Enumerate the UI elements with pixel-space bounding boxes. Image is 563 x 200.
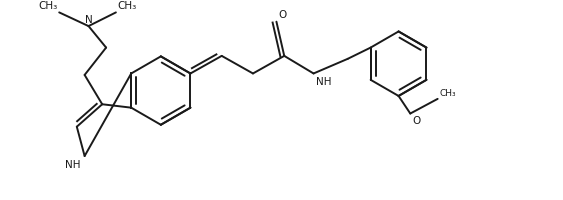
Text: O: O — [412, 116, 421, 126]
Text: N: N — [84, 15, 92, 25]
Text: CH₃: CH₃ — [118, 1, 137, 11]
Text: NH: NH — [65, 159, 81, 169]
Text: CH₃: CH₃ — [440, 88, 456, 97]
Text: O: O — [278, 10, 287, 20]
Text: CH₃: CH₃ — [38, 1, 57, 11]
Text: NH: NH — [316, 77, 332, 87]
